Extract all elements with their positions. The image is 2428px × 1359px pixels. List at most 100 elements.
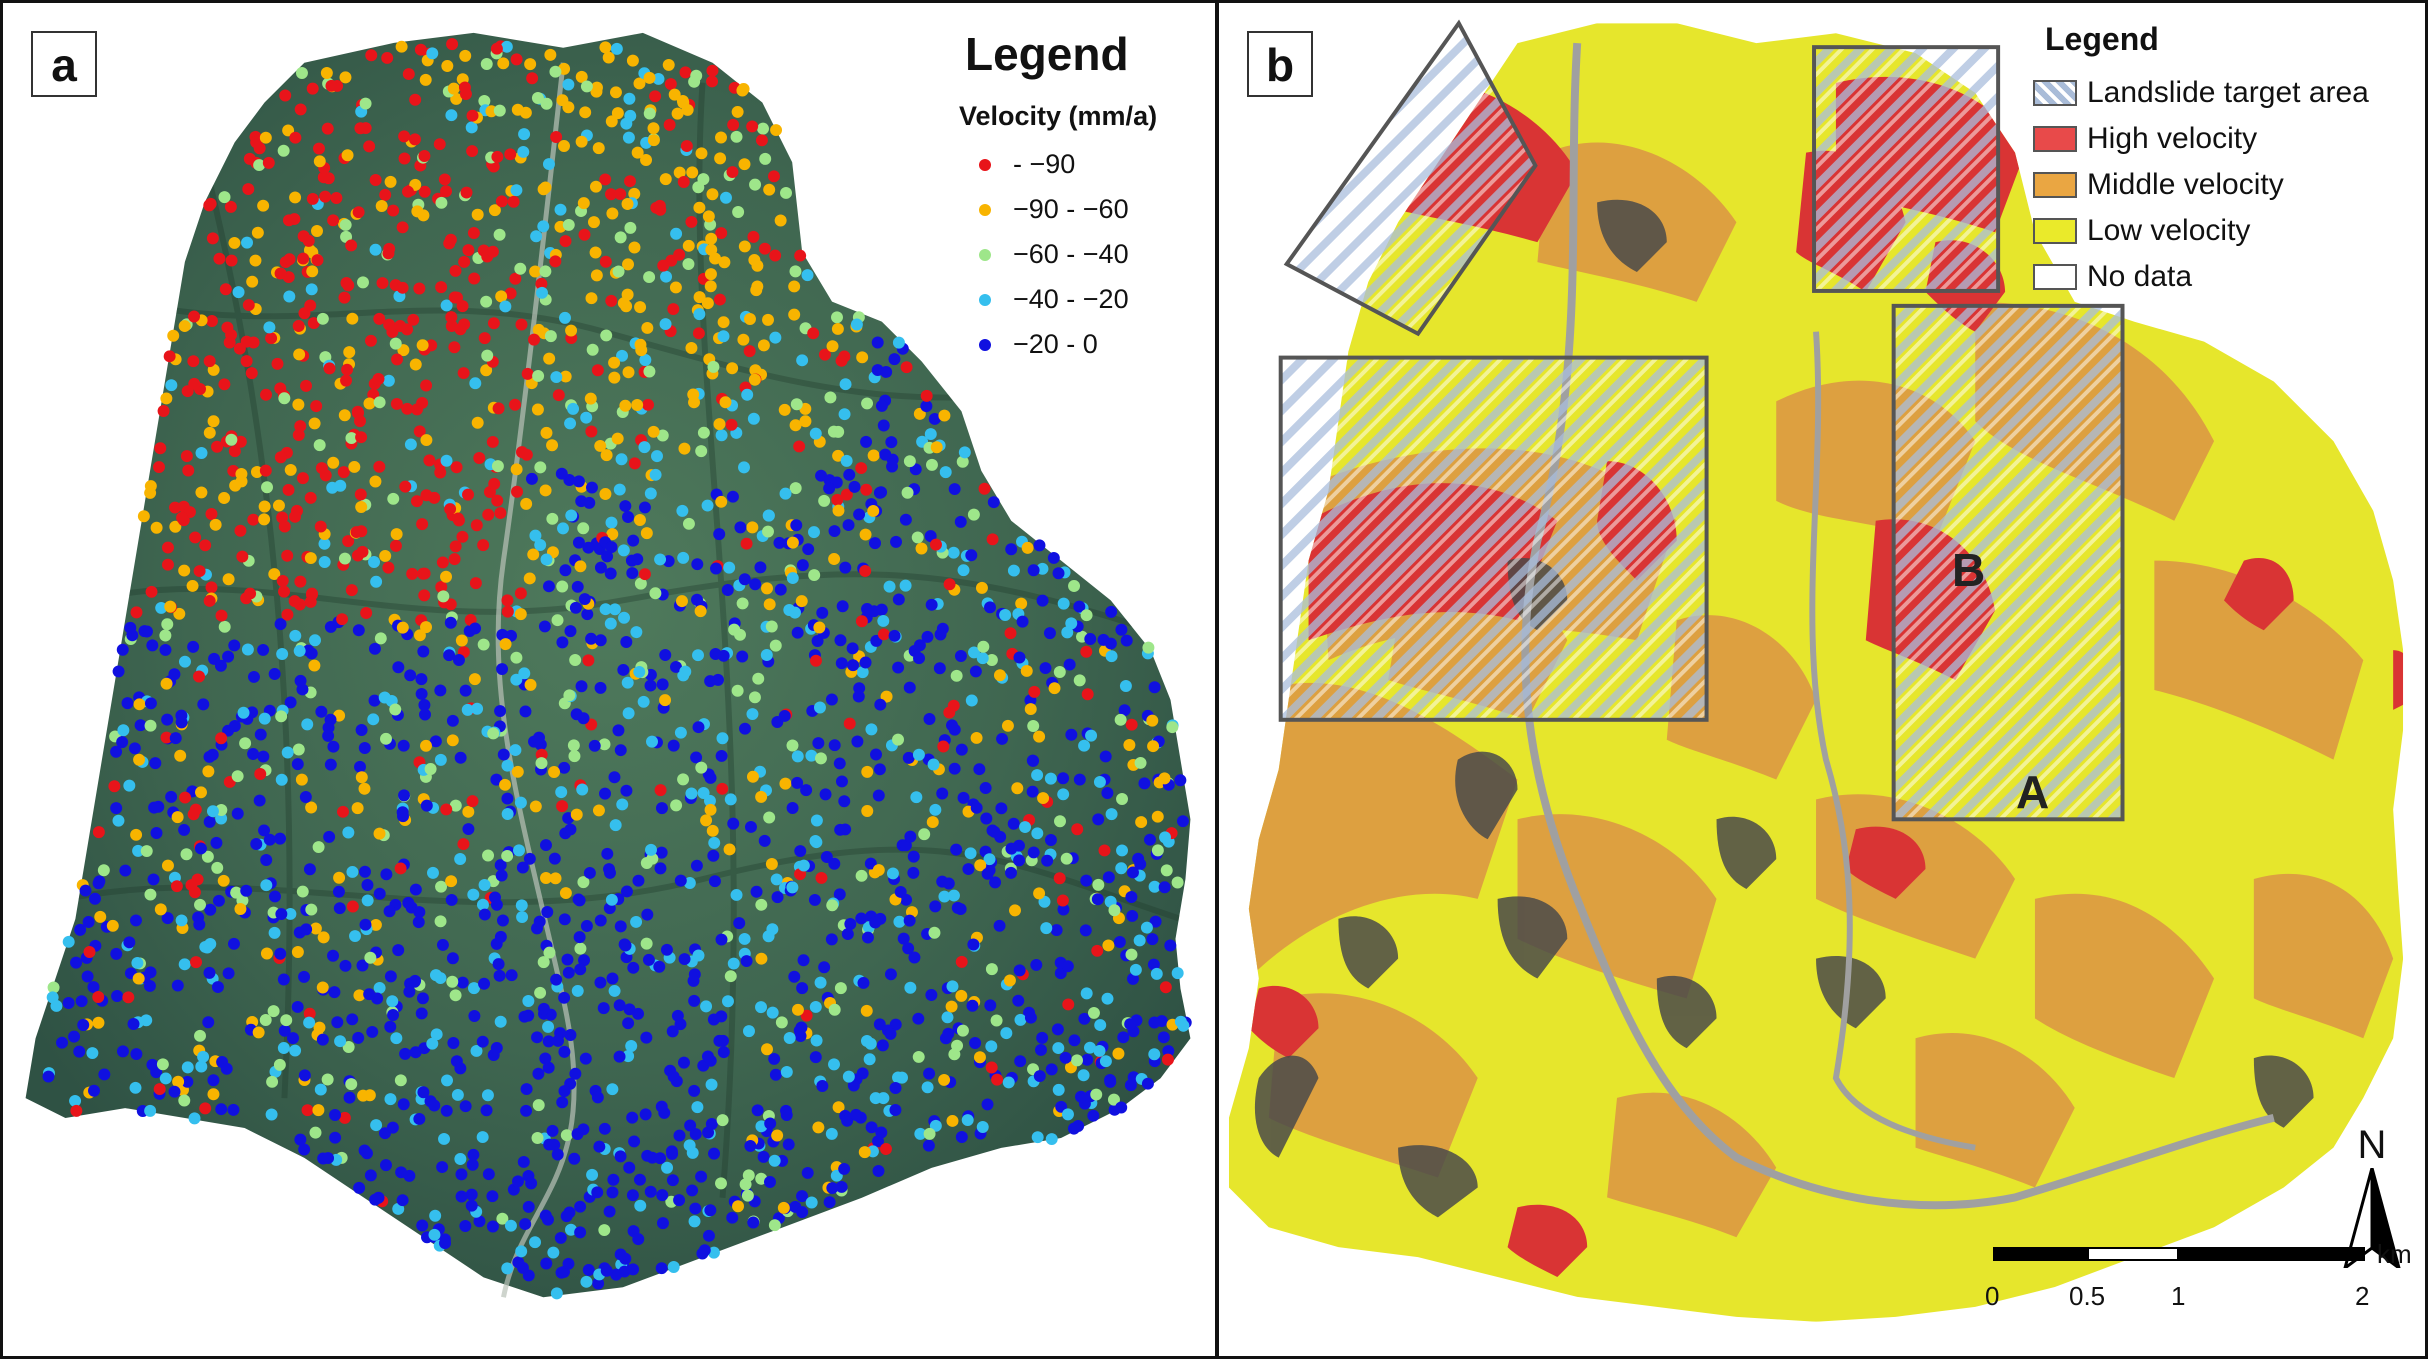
velocity-point [161,912,174,925]
velocity-point [534,986,547,999]
velocity-point [1080,987,1093,1000]
velocity-point [354,760,366,773]
velocity-point [496,914,509,927]
velocity-point [150,827,163,839]
velocity-point [605,541,618,554]
velocity-point [548,766,561,778]
velocity-point [763,598,776,611]
velocity-point [763,183,776,196]
velocity-point [676,595,688,608]
velocity-point [567,402,580,415]
velocity-point [359,97,372,110]
velocity-point [859,565,872,577]
velocity-point [423,454,436,467]
velocity-point [471,208,484,221]
velocity-point [1123,739,1136,751]
velocity-point [859,656,872,669]
velocity-point [334,1035,347,1048]
velocity-point [941,1011,954,1024]
velocity-point [495,195,508,208]
velocity-point [598,738,611,751]
scale-tick: 2 [2355,1281,2370,1311]
velocity-point [416,518,429,531]
velocity-point [487,317,500,330]
velocity-point [867,504,880,517]
velocity-point [544,330,557,343]
velocity-point [375,200,388,212]
velocity-point [967,508,980,521]
velocity-point [140,625,153,638]
velocity-point [663,118,676,131]
velocity-point [841,1114,854,1127]
velocity-point [634,338,647,351]
velocity-point [478,94,491,107]
velocity-point [741,388,754,401]
velocity-point [517,145,530,158]
velocity-point [907,850,920,863]
velocity-point [1116,792,1128,805]
velocity-point [204,197,217,210]
velocity-point [494,930,507,943]
velocity-point [306,587,318,600]
velocity-point [444,598,457,611]
velocity-point [649,468,662,481]
velocity-point [771,891,784,904]
velocity-point [715,749,728,762]
velocity-point [355,724,368,736]
velocity-point [1171,967,1184,980]
velocity-point [396,281,409,294]
velocity-point [161,859,174,872]
velocity-point [1093,775,1106,788]
velocity-point [492,958,505,971]
velocity-point [1127,972,1139,985]
velocity-point [306,192,319,205]
velocity-point [190,956,203,969]
velocity-point [443,649,456,662]
velocity-point [670,660,682,673]
velocity-point [259,131,272,144]
velocity-point [628,1135,641,1148]
velocity-point [677,551,690,564]
legend-item: No data [2033,254,2425,300]
velocity-point [912,1050,925,1063]
velocity-point [111,990,124,1002]
velocity-point [306,265,319,278]
velocity-point [517,1155,530,1168]
velocity-point [622,707,635,720]
velocity-point [852,690,865,703]
velocity-point [92,991,105,1003]
velocity-point [323,830,336,843]
velocity-point [236,550,249,563]
velocity-point [420,739,432,752]
velocity-point [516,861,529,874]
velocity-point [879,448,892,461]
velocity-point [451,291,463,304]
high-swatch-icon [2033,126,2077,152]
velocity-point [228,720,241,732]
velocity-point [577,1123,590,1136]
velocity-point [761,582,773,595]
velocity-point [846,642,859,655]
velocity-point [633,514,646,526]
velocity-point [220,1062,233,1075]
velocity-point [167,329,180,342]
velocity-point [155,601,168,614]
velocity-point [649,587,662,600]
velocity-point [1092,878,1105,891]
velocity-point [234,524,247,537]
velocity-point [955,989,968,1002]
velocity-point [861,805,874,817]
velocity-point [622,511,634,523]
velocity-point [415,1007,428,1020]
velocity-point [855,462,868,475]
velocity-point [884,1027,897,1040]
velocity-point [655,846,668,859]
velocity-point [396,1194,409,1207]
velocity-point [686,166,699,179]
velocity-point [614,1150,627,1163]
velocity-point [573,931,586,944]
velocity-point [597,1002,610,1015]
velocity-point [980,812,993,825]
velocity-point [282,124,295,137]
velocity-point [94,910,107,923]
